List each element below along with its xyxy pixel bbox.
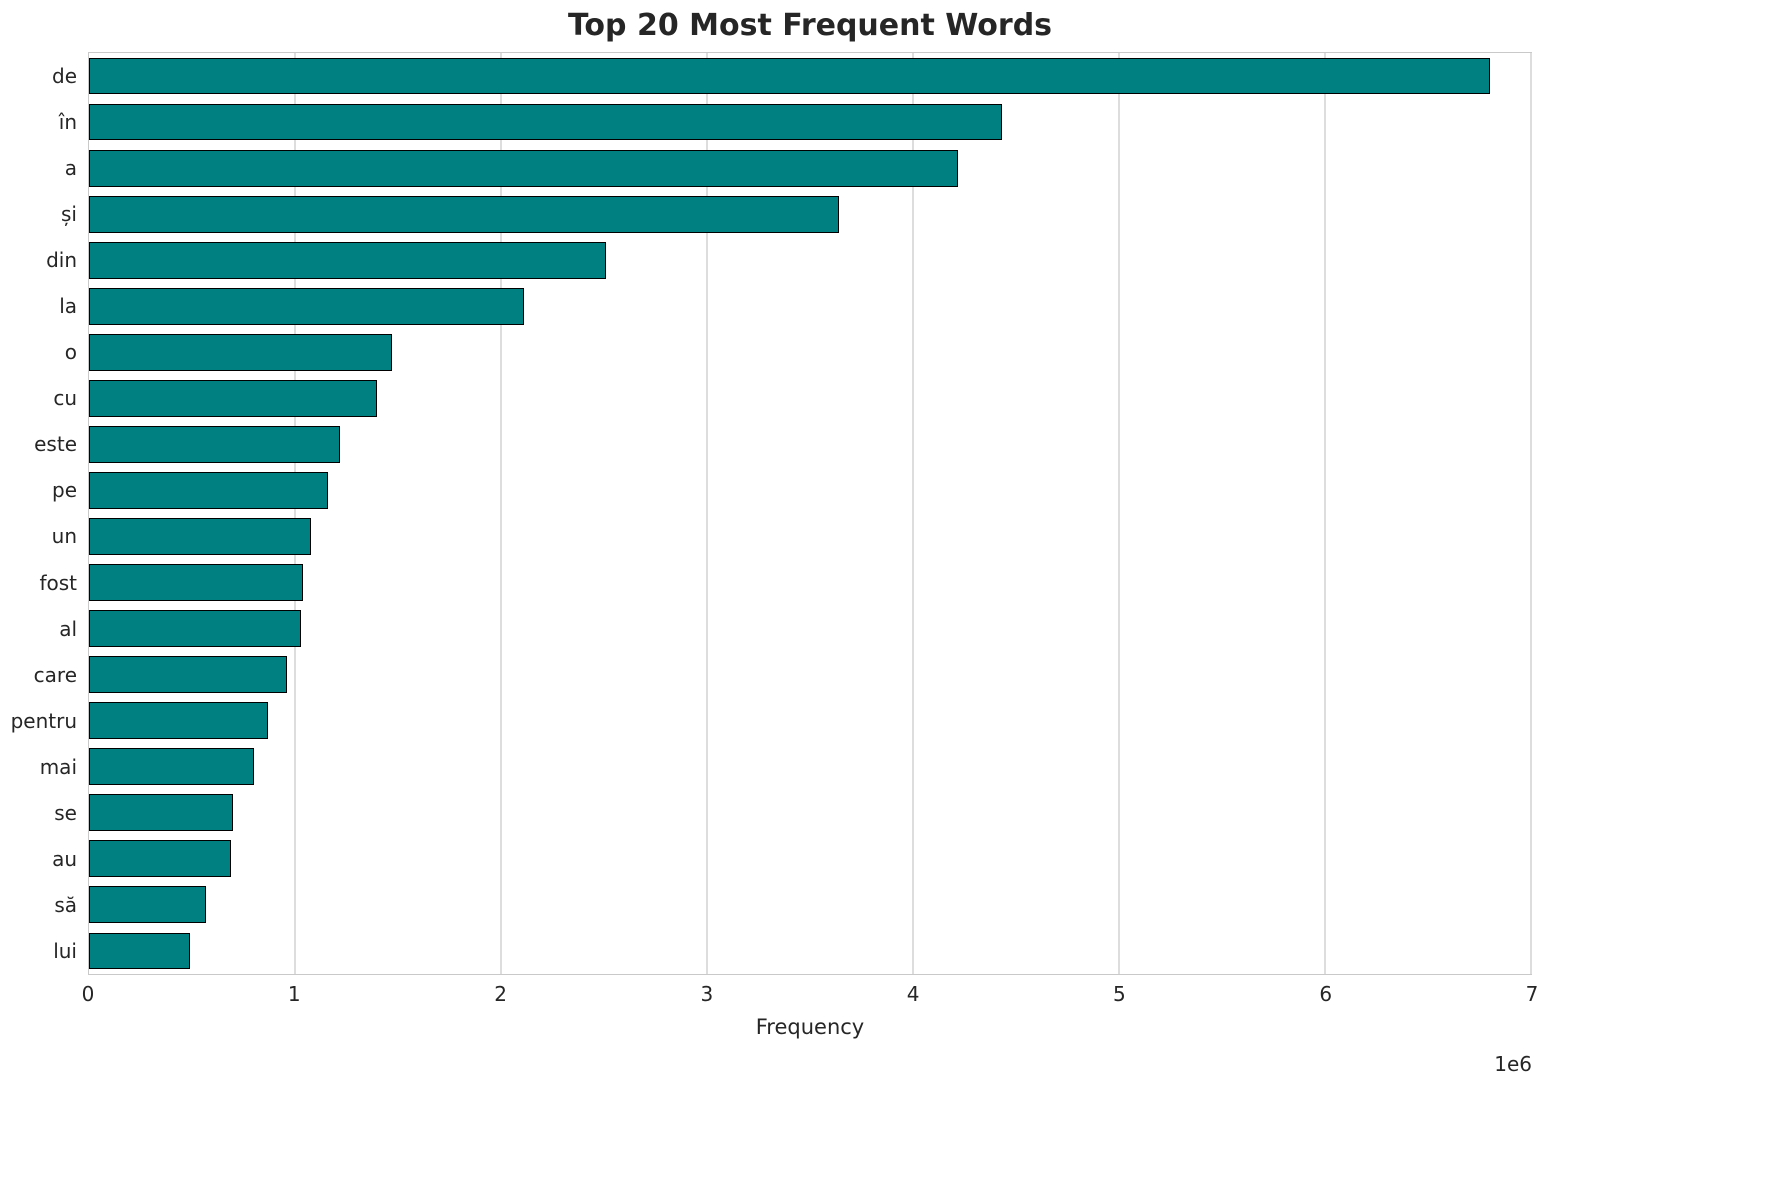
x-tick-label: 1	[287, 982, 301, 1006]
bar[interactable]	[89, 748, 254, 786]
y-tick-label: lui	[53, 938, 77, 963]
bar[interactable]	[89, 886, 207, 924]
bar-row: o	[65, 329, 1531, 375]
x-tick-label: 7	[1525, 982, 1539, 1006]
gridline	[500, 53, 502, 974]
y-tick-label: care	[33, 662, 77, 687]
bar-row: de	[52, 53, 1531, 99]
bar[interactable]	[89, 932, 190, 970]
bar[interactable]	[89, 656, 287, 694]
y-tick-label: cu	[53, 386, 77, 411]
bar-row: la	[59, 283, 1531, 329]
bar[interactable]	[89, 241, 607, 279]
y-tick-label: la	[59, 294, 77, 319]
bar[interactable]	[89, 702, 269, 740]
bar-row: care	[34, 652, 1531, 698]
axis-scale-offset-label: 1e6	[1494, 1052, 1532, 1076]
bar[interactable]	[89, 149, 959, 187]
y-tick-label: pentru	[10, 708, 77, 733]
bar-row: este	[34, 421, 1531, 467]
y-tick-label: de	[52, 64, 77, 89]
bar-row: cu	[53, 375, 1531, 421]
y-tick-label: este	[34, 432, 77, 457]
bar[interactable]	[89, 425, 341, 463]
bar-row: în	[59, 99, 1531, 145]
y-tick-label: din	[46, 248, 77, 273]
y-tick-label: se	[54, 800, 77, 825]
gridline	[706, 53, 708, 974]
bar[interactable]	[89, 794, 234, 832]
gridline	[1530, 53, 1532, 974]
y-tick-label: să	[54, 892, 77, 917]
gridline	[1324, 53, 1326, 974]
y-tick-label: și	[61, 202, 77, 227]
bar-row: se	[54, 790, 1531, 836]
bar-rows: de în a și din la o cu este pe un fost al care pentru m…	[11, 53, 1531, 974]
bar-row: au	[52, 836, 1531, 882]
bar[interactable]	[89, 103, 1002, 141]
plot-area: de în a și din la o cu este pe un fost al care pentru m…	[11, 52, 1532, 975]
x-tick-label: 5	[1113, 982, 1126, 1006]
y-tick-label: o	[64, 340, 77, 365]
gridline	[1118, 53, 1120, 974]
y-tick-label: al	[59, 616, 77, 641]
grid-layer	[89, 53, 1532, 974]
x-tick-label: 3	[700, 982, 714, 1006]
y-tick-label: pe	[52, 478, 77, 503]
bar-row: fost	[39, 560, 1531, 606]
x-axis-label: Frequency	[755, 1015, 865, 1039]
bar-row: al	[59, 606, 1531, 652]
bar[interactable]	[89, 379, 378, 417]
bar-row: din	[46, 237, 1531, 283]
bar-row: un	[52, 513, 1531, 559]
bar[interactable]	[89, 610, 302, 647]
y-tick-label: un	[51, 524, 77, 549]
bar[interactable]	[89, 333, 392, 371]
bar[interactable]	[89, 57, 1490, 95]
y-tick-label: mai	[39, 754, 77, 779]
y-tick-label: în	[58, 110, 77, 135]
bar-row: mai	[40, 744, 1531, 790]
bar-row: a	[65, 145, 1531, 191]
bar-row: pentru	[11, 698, 1531, 744]
bar[interactable]	[89, 564, 304, 601]
x-tick-label: 0	[81, 982, 95, 1006]
bar[interactable]	[89, 472, 328, 509]
bar[interactable]	[89, 287, 524, 325]
bar-row: pe	[52, 467, 1531, 513]
gridline	[912, 53, 914, 974]
y-tick-label: a	[64, 156, 77, 181]
y-tick-label: au	[52, 846, 77, 871]
bar-row: și	[61, 191, 1531, 237]
x-tick-label: 4	[906, 982, 920, 1006]
bar[interactable]	[89, 518, 312, 555]
bar-row: lui	[53, 928, 1531, 974]
x-tick-label: 6	[1319, 982, 1333, 1006]
bar[interactable]	[89, 840, 232, 878]
x-tick-label: 2	[494, 982, 507, 1006]
gridline	[294, 53, 296, 974]
x-axis-ticks: 0 1 2 3 4 5 6 7	[82, 982, 1539, 1010]
y-tick-label: fost	[39, 570, 77, 595]
bar-row: să	[54, 882, 1531, 928]
chart-title: Top 20 Most Frequent Words	[567, 8, 1053, 43]
bar[interactable]	[89, 195, 839, 233]
